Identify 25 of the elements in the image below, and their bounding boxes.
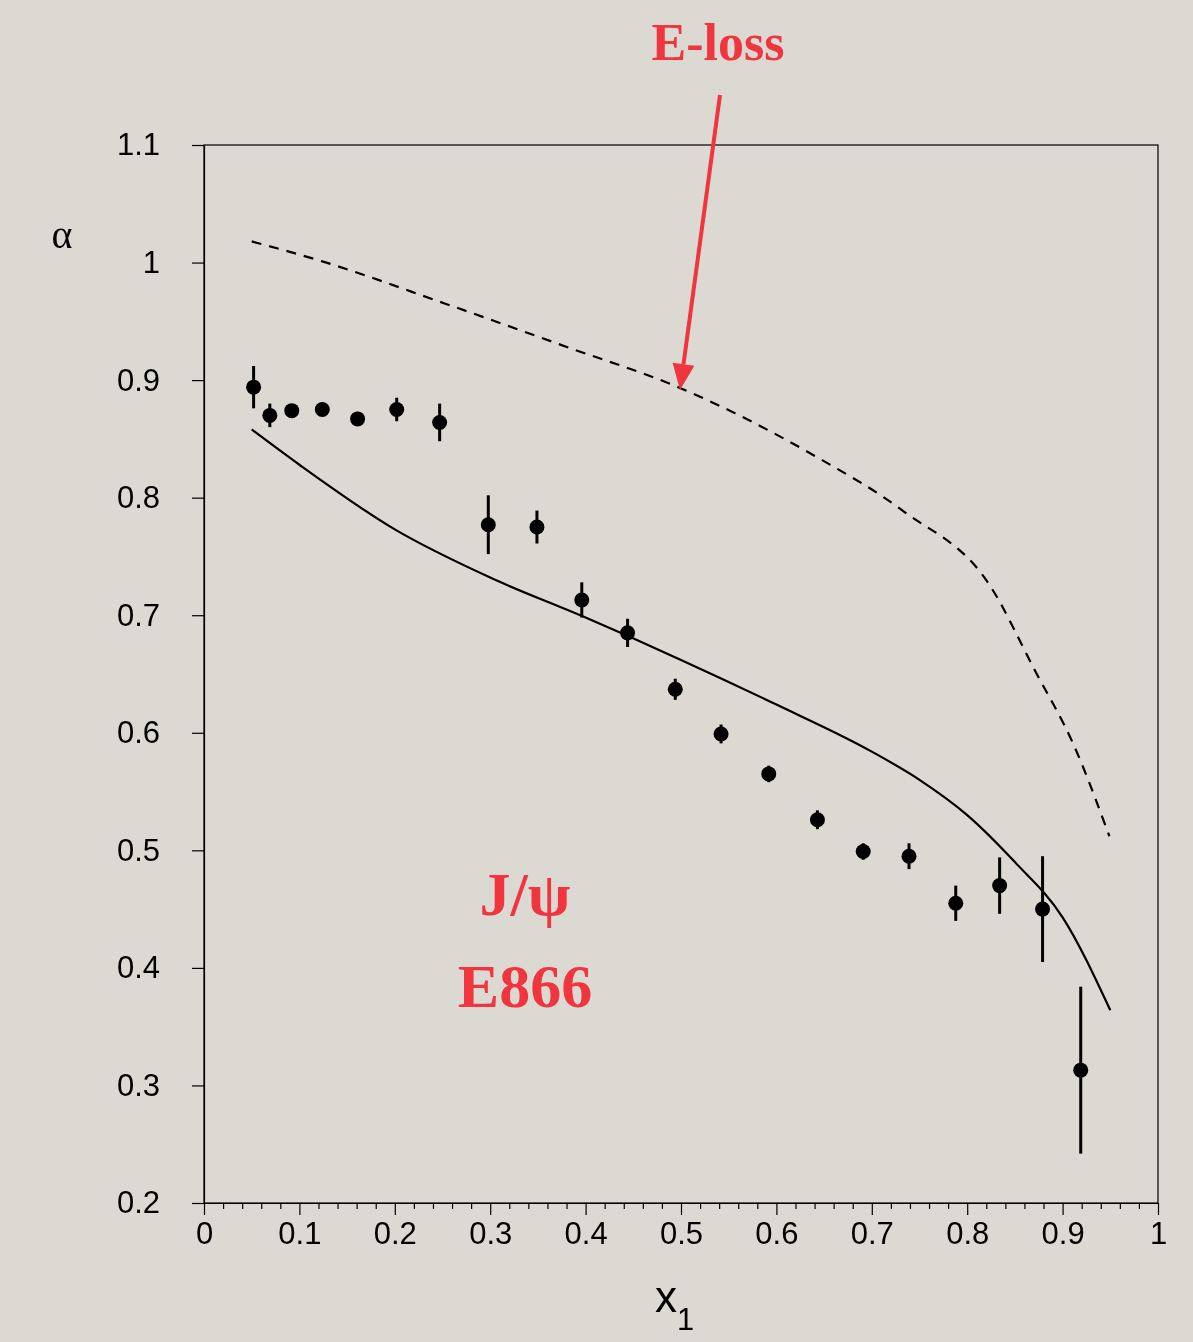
x-tick-label: 0.7 (850, 1216, 894, 1251)
y-tick-label: 0.8 (116, 480, 160, 516)
y-tick-label: 0.4 (116, 950, 160, 986)
x-tick-label: 0.6 (755, 1216, 799, 1251)
x-tick-label: 0.4 (564, 1216, 608, 1251)
y-tick-label: 0.2 (116, 1185, 160, 1221)
x-axis-title: x$_{1}$ (655, 1272, 695, 1337)
y-tick-label: 0.3 (116, 1067, 160, 1103)
y-axis-title: α (51, 212, 73, 257)
x-tick-label: 0.5 (659, 1216, 704, 1251)
x-tick-label: 0.2 (373, 1216, 417, 1251)
x-tick-label: 0.8 (946, 1216, 990, 1251)
x-tick-label: 0.9 (1041, 1216, 1085, 1251)
y-tick-label: 0.5 (116, 832, 160, 868)
y-tick-label: 1.1 (116, 127, 160, 163)
x-tick-label: 1 (1149, 1216, 1168, 1251)
y-tick-label: 0.9 (116, 362, 160, 398)
x-tick-label: 0 (195, 1216, 214, 1251)
annotation: J/ψ E866 (457, 860, 593, 1020)
y-tick-label: 1 (142, 244, 160, 280)
x-tick-label: 0.3 (469, 1216, 513, 1251)
y-tick-label: 0.7 (116, 597, 160, 633)
text: E-loss (651, 14, 785, 71)
y-tick-label: 0.6 (116, 715, 160, 751)
x-tick-label: 0.1 (278, 1216, 322, 1251)
